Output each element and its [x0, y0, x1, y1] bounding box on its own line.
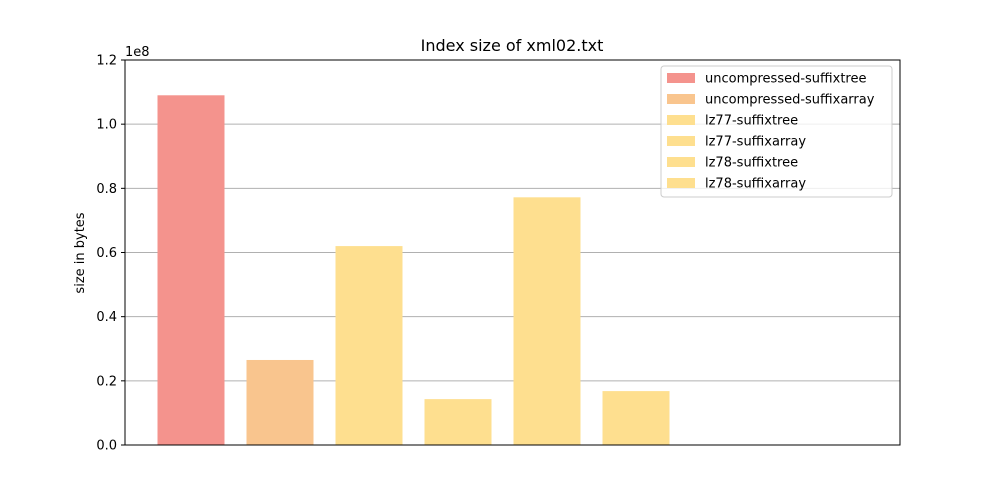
legend-swatch: [667, 115, 695, 125]
bar-uncompressed-suffixarray: [246, 359, 314, 445]
y-scale-label: 1e8: [125, 45, 150, 60]
bar-lz77-suffixtree: [335, 246, 403, 445]
legend-swatch: [667, 136, 695, 146]
bars: [157, 95, 670, 446]
y-axis-label: size in bytes: [73, 212, 88, 293]
legend-swatch: [667, 157, 695, 167]
y-ticks: 0.0 0.2 0.4 0.6 0.8 1.0 1.2: [96, 54, 125, 454]
y-tick-label: 0.4: [96, 310, 117, 325]
legend-label: uncompressed-suffixtree: [705, 72, 866, 87]
legend-label: uncompressed-suffixarray: [705, 93, 875, 108]
legend-swatch: [667, 94, 695, 104]
bar-lz78-suffixarray: [602, 391, 670, 445]
bar-uncompressed-suffixtree: [157, 95, 225, 446]
y-tick-label: 1.0: [96, 118, 117, 133]
legend-label: lz77-suffixarray: [705, 135, 806, 150]
legend: uncompressed-suffixtree uncompressed-suff…: [660, 65, 893, 198]
legend-label: lz77-suffixtree: [705, 114, 798, 129]
legend-swatch: [667, 73, 695, 83]
y-tick-label: 0.8: [96, 182, 117, 197]
legend-swatch: [667, 178, 695, 188]
legend-label: lz78-suffixtree: [705, 156, 798, 171]
plot-frame: [124, 59, 901, 446]
bar-lz77-suffixarray: [424, 399, 492, 445]
y-tick-label: 0.2: [96, 374, 117, 389]
y-tick-label: 0.0: [96, 439, 117, 454]
legend-label: lz78-suffixarray: [705, 177, 806, 192]
y-tick-label: 1.2: [96, 54, 117, 69]
y-tick-label: 0.6: [96, 246, 117, 261]
bar-lz78-suffixtree: [513, 197, 581, 445]
chart-title: Index size of xml02.txt: [421, 36, 604, 55]
legend-box: [660, 65, 893, 198]
